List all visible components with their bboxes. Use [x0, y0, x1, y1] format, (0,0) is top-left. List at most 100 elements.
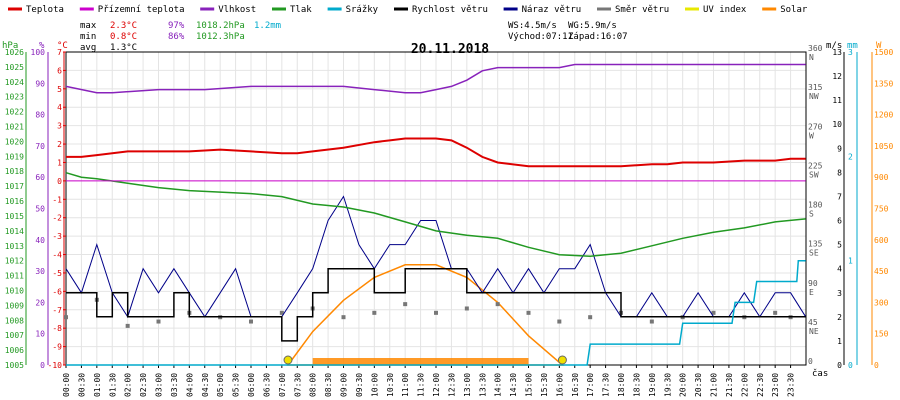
- temp-tick-label: 0: [57, 177, 62, 186]
- solar-tick-label: 600: [874, 236, 889, 245]
- legend-item: UV index: [703, 5, 747, 15]
- solar-line: [286, 264, 565, 366]
- pressure-tick-label: 1024: [5, 78, 24, 87]
- wind-direction-point: [649, 319, 654, 324]
- pressure-tick-label: 1005: [5, 361, 24, 370]
- solar-tick-label: 750: [874, 205, 889, 214]
- temp-tick-label: 3: [57, 122, 62, 131]
- wind-ws: WS:4.5m/s: [508, 21, 557, 31]
- wind-tick-label: 4: [837, 265, 842, 274]
- time-tick-label: 23:00: [771, 373, 780, 397]
- time-tick-label: 11:00: [401, 373, 410, 397]
- humidity-tick-label: 10: [35, 330, 45, 339]
- wind-direction-point: [125, 323, 130, 328]
- pressure-tick-label: 1014: [5, 227, 24, 236]
- wind-direction-point: [773, 310, 778, 315]
- wind-direction-point: [403, 302, 408, 307]
- plot-area: [64, 63, 807, 366]
- temp-tick-label: -7: [52, 306, 62, 315]
- time-tick-label: 01:30: [108, 373, 117, 397]
- pressure-tick-label: 1025: [5, 63, 24, 72]
- time-tick-label: 06:00: [247, 373, 256, 397]
- direction-compass-label: N: [809, 53, 814, 62]
- temp-tick-label: 4: [57, 103, 62, 112]
- wind-tick-label: 9: [837, 144, 842, 153]
- time-tick-label: 02:30: [139, 373, 148, 397]
- time-tick-label: 03:00: [155, 373, 164, 397]
- time-tick-label: 12:30: [447, 373, 456, 397]
- rain-tick-label: 2: [848, 152, 853, 161]
- stat-min-label: min: [80, 32, 96, 42]
- humidity-tick-label: 0: [40, 361, 45, 370]
- pressure-tick-label: 1026: [5, 48, 24, 57]
- pressure-tick-label: 1017: [5, 182, 24, 191]
- direction-tick-label: 90: [808, 279, 818, 288]
- time-tick-label: 04:30: [201, 373, 210, 397]
- grid: [65, 51, 806, 366]
- time-tick-label: 22:00: [740, 373, 749, 397]
- solar-tick-label: 0: [874, 361, 879, 370]
- wind-tick-label: 2: [837, 313, 842, 322]
- solar-tick-label: 300: [874, 298, 889, 307]
- time-tick-label: 19:30: [663, 373, 672, 397]
- legend-item: Srážky: [346, 5, 379, 15]
- humidity-tick-label: 80: [35, 111, 45, 120]
- wind-direction-point: [711, 310, 716, 315]
- stat-max-label: max: [80, 21, 97, 31]
- time-tick-label: 03:30: [170, 373, 179, 397]
- temp-tick-label: -3: [52, 232, 62, 241]
- solar-radiation-bar: [312, 358, 529, 365]
- direction-tick-label: 180: [808, 201, 823, 210]
- unit-mm: mm: [847, 41, 858, 51]
- time-tick-label: 16:00: [555, 373, 564, 397]
- wind-tick-label: 1: [837, 337, 842, 346]
- solar-tick-label: 450: [874, 267, 889, 276]
- unit-w: W: [876, 41, 882, 51]
- temp-tick-label: -8: [52, 324, 62, 333]
- wind-direction-point: [526, 310, 531, 315]
- pressure-tick-label: 1021: [5, 123, 24, 132]
- wind-speed-line: [66, 267, 806, 342]
- pressure-tick-label: 1023: [5, 93, 24, 102]
- solar-tick-label: 150: [874, 330, 889, 339]
- legend-item: Teplota: [26, 5, 64, 15]
- temp-tick-label: -6: [52, 287, 62, 296]
- legend-item: Náraz větru: [522, 5, 582, 15]
- temp-tick-label: 7: [57, 48, 62, 57]
- pressure-tick-label: 1009: [5, 301, 24, 310]
- time-tick-label: 01:00: [93, 373, 102, 397]
- time-tick-label: 19:00: [648, 373, 657, 397]
- temp-tick-label: -1: [52, 195, 62, 204]
- temp-tick-label: -9: [52, 343, 62, 352]
- wind-tick-label: 8: [837, 168, 842, 177]
- wind-tick-label: 7: [837, 192, 842, 201]
- time-tick-label: 18:30: [632, 373, 641, 397]
- legend-item: Směr větru: [615, 5, 669, 15]
- humidity-tick-label: 20: [35, 298, 45, 307]
- pressure-tick-label: 1015: [5, 212, 24, 221]
- time-tick-label: 06:30: [262, 373, 271, 397]
- humidity-tick-label: 100: [31, 48, 46, 57]
- stat-avg-label: avg: [80, 43, 96, 53]
- wind-direction-point: [495, 302, 500, 307]
- solar-tick-label: 1350: [874, 79, 893, 88]
- wind-tick-label: 6: [837, 217, 842, 226]
- direction-tick-label: 315: [808, 83, 823, 92]
- time-tick-label: 18:00: [617, 373, 626, 397]
- time-tick-label: 09:30: [355, 373, 364, 397]
- humidity-tick-label: 90: [35, 79, 45, 88]
- time-tick-label: 13:00: [463, 373, 472, 397]
- time-tick-label: 00:00: [62, 373, 71, 397]
- time-tick-label: 10:30: [386, 373, 395, 397]
- time-tick-label: 04:00: [185, 373, 194, 397]
- solar-tick-label: 1050: [874, 142, 893, 151]
- wind-info-box: WS:4.5m/s WG:5.9m/s Východ:07:11 Západ:1…: [508, 21, 628, 42]
- temp-tick-label: 1: [57, 158, 62, 167]
- stat-avg-temp: 1.3°C: [110, 43, 137, 53]
- wind-wg: WG:5.9m/s: [568, 21, 617, 31]
- stat-max-humidity: 97%: [168, 21, 185, 31]
- wind-sunrise: Východ:07:11: [508, 32, 573, 42]
- time-tick-label: 21:30: [725, 373, 734, 397]
- temp-tick-label: 6: [57, 66, 62, 75]
- direction-compass-label: W: [809, 131, 814, 140]
